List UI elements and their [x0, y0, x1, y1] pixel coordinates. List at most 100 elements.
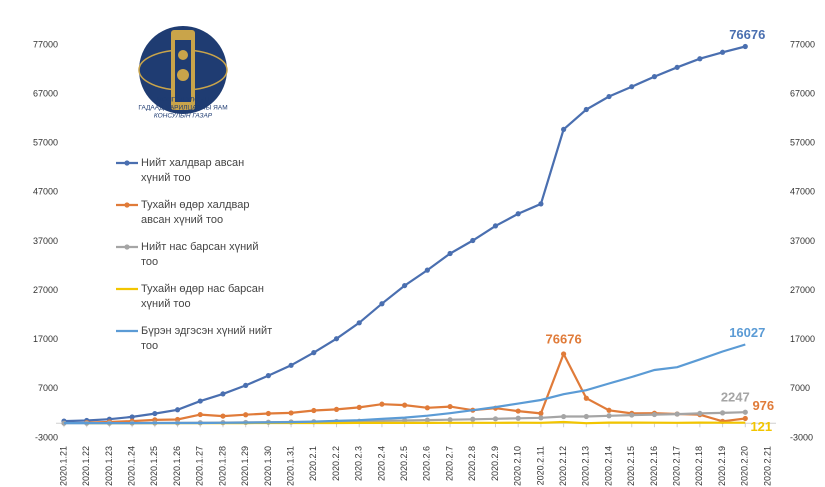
legend-swatch: [116, 287, 138, 291]
data-point: [288, 410, 294, 416]
data-point: [742, 43, 748, 50]
x-tick-label: 2020.2.12: [558, 446, 568, 486]
data-point: [561, 413, 567, 420]
data-point: [742, 415, 748, 422]
legend-label: Бүрэн эдгэсэн хүний нийт тоо: [141, 325, 273, 352]
logo-yinyang: [177, 69, 189, 81]
legend-label: Тухайн өдөр нас барсан хүний тоо: [141, 283, 264, 310]
data-point: [674, 64, 680, 70]
legend-item: Нийт халдвар авсан хүний тоо: [115, 156, 275, 198]
x-tick-label: 2020.1.24: [127, 446, 137, 486]
x-tick-label: 2020.2.10: [513, 446, 523, 486]
y-tick-label: 77000: [33, 39, 58, 49]
y-tick-label: 27000: [33, 285, 58, 295]
legend-marker: [124, 202, 130, 208]
x-tick-label: 2020.1.26: [172, 446, 182, 486]
x-tick-label: 2020.2.5: [399, 446, 409, 481]
data-point: [492, 416, 499, 422]
x-tick-label: 2020.2.9: [490, 446, 500, 481]
x-tick-label: 2020.2.18: [694, 446, 704, 486]
legend: Нийт халдвар авсан хүний тоо Тухайн өдөр …: [115, 156, 275, 366]
data-point: [447, 417, 453, 423]
data-point: [220, 413, 226, 419]
x-tick-label: 2020.1.30: [263, 446, 273, 486]
x-tick-label: 2020.1.31: [285, 446, 295, 486]
y-tick-label: -3000: [35, 432, 58, 442]
y-tick-label: 47000: [33, 187, 58, 197]
data-point: [174, 407, 181, 413]
x-tick-label: 2020.1.27: [195, 446, 205, 486]
data-point: [583, 413, 589, 420]
legend-marker: [124, 160, 130, 166]
data-point: [651, 74, 658, 80]
x-tick-label: 2020.2.15: [626, 446, 636, 486]
data-point: [742, 409, 748, 415]
data-point: [674, 411, 680, 417]
data-point: [561, 126, 567, 133]
legend-swatch: [116, 160, 138, 166]
x-tick-label: 2020.2.7: [444, 446, 454, 481]
data-point: [561, 351, 567, 357]
data-point: [243, 412, 249, 418]
x-tick-label: 2020.1.21: [58, 446, 68, 486]
x-tick-label: 2020.2.6: [422, 446, 432, 481]
data-point: [470, 237, 476, 244]
legend-item: Тухайн өдөр нас барсан хүний тоо: [115, 282, 275, 324]
legend-marker: [124, 244, 130, 250]
data-label: 976: [752, 398, 774, 413]
data-label: 76676: [729, 27, 765, 42]
data-point: [424, 405, 430, 411]
data-point: [538, 410, 544, 416]
x-tick-label: 2020.1.29: [240, 446, 250, 486]
y-tick-label: 7000: [38, 383, 58, 393]
data-point: [288, 362, 294, 368]
y2-tick-label: 27000: [790, 285, 815, 295]
data-point: [515, 211, 521, 217]
data-point: [402, 417, 408, 424]
legend-swatch: [116, 244, 138, 250]
data-point: [697, 410, 703, 417]
data-point: [220, 391, 226, 397]
legend-swatch: [116, 202, 138, 208]
x-tick-label: 2020.1.22: [81, 446, 91, 486]
x-tick-label: 2020.1.23: [104, 446, 114, 486]
data-point: [515, 408, 521, 414]
logo-text: МОНГОЛ УЛСЫН: [157, 97, 210, 104]
data-point: [265, 373, 271, 379]
logo: МОНГОЛ УЛСЫН ГАДААД ХАРИЛЦААНЫ ЯАМ КОНСУ…: [138, 26, 228, 120]
data-point: [379, 301, 385, 307]
data-point: [152, 410, 158, 417]
data-point: [606, 413, 612, 419]
data-point: [719, 410, 726, 416]
legend-label: Нийт халдвар авсан хүний тоо: [141, 157, 245, 184]
data-point: [356, 404, 362, 410]
x-tick-label: 2020.2.11: [535, 446, 545, 485]
x-tick-label: 2020.2.2: [331, 446, 341, 481]
x-tick-label: 2020.2.4: [376, 446, 386, 481]
series-line: [64, 343, 746, 425]
data-point: [424, 267, 430, 273]
data-point: [129, 414, 135, 420]
data-point: [606, 93, 612, 100]
y2-tick-label: 17000: [790, 334, 815, 344]
data-point: [333, 406, 340, 412]
y2-tick-label: 47000: [790, 187, 815, 197]
data-label: 16027: [729, 325, 765, 340]
x-tick-label: 2020.2.16: [649, 446, 659, 486]
x-tick-label: 2020.1.25: [149, 446, 159, 486]
data-point: [470, 416, 476, 422]
x-tick-label: 2020.2.17: [672, 446, 682, 486]
data-point: [515, 415, 521, 421]
data-point: [583, 395, 589, 401]
data-point: [538, 415, 544, 421]
data-point: [311, 407, 317, 414]
data-point: [402, 282, 408, 289]
data-point: [651, 411, 658, 418]
data-point: [265, 410, 271, 417]
data-point: [356, 320, 362, 326]
data-point: [402, 402, 408, 408]
legend-item: Нийт нас барсан хүний тоо: [115, 240, 275, 282]
logo-sun: [178, 50, 188, 60]
data-point: [379, 401, 385, 407]
